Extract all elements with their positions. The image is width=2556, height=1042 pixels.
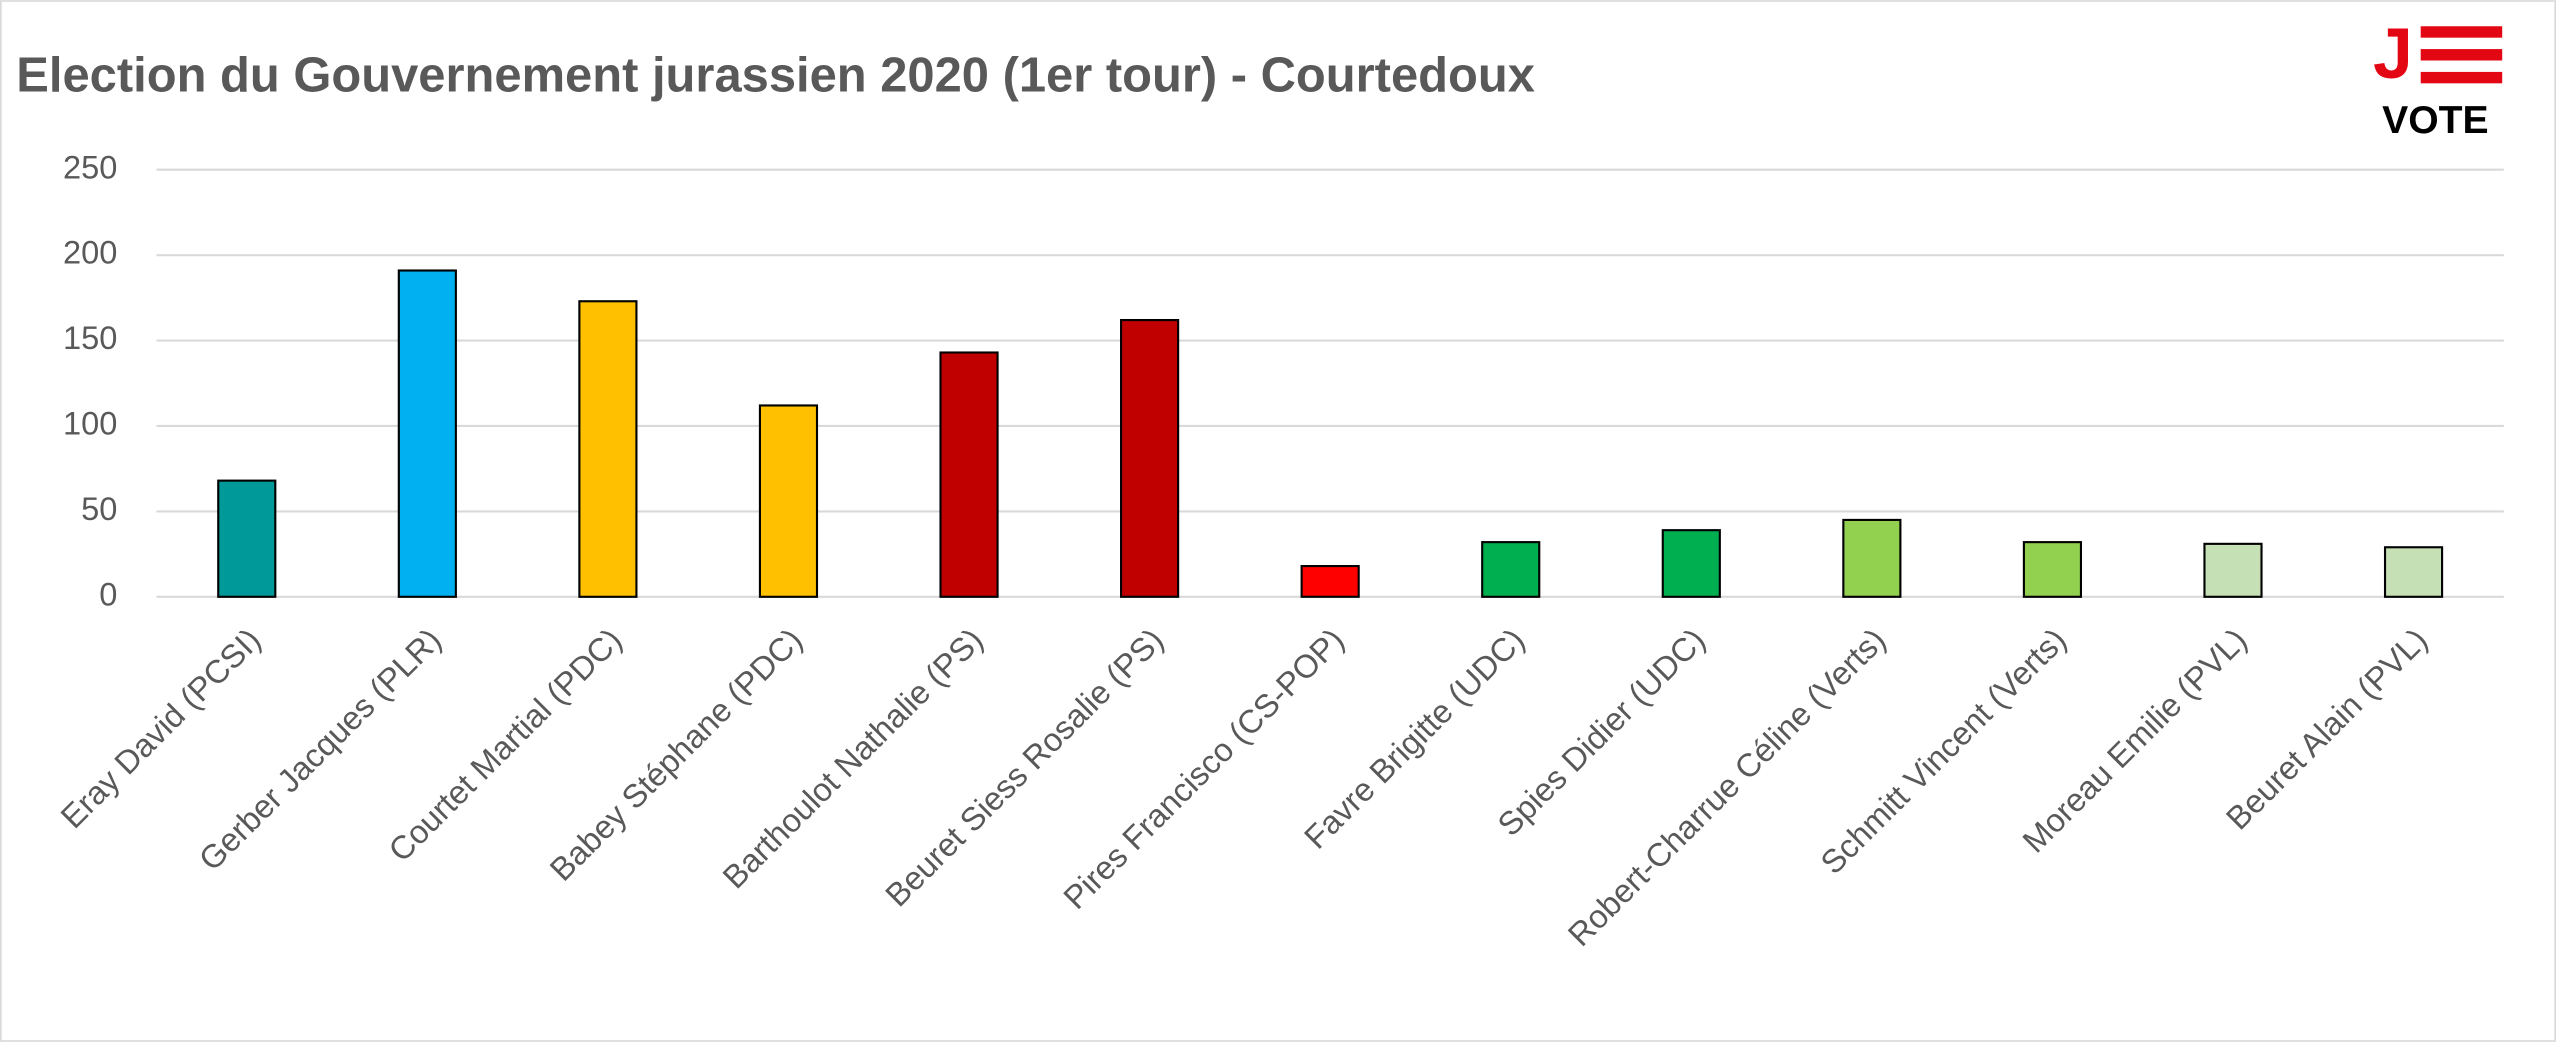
chart-title: Election du Gouvernement jurassien 2020 … xyxy=(16,48,1535,102)
y-tick-label: 0 xyxy=(99,575,117,612)
y-tick-label: 100 xyxy=(63,405,117,442)
logo: J VOTE xyxy=(2373,14,2503,142)
bar xyxy=(1481,541,1541,598)
bar xyxy=(217,479,277,598)
bar xyxy=(2022,541,2083,598)
logo-stripe xyxy=(2420,71,2503,84)
logo-text: VOTE xyxy=(2382,99,2488,142)
y-tick-label: 200 xyxy=(63,234,117,271)
bar xyxy=(939,351,999,598)
bar xyxy=(578,300,638,598)
bar xyxy=(1120,318,1180,598)
y-tick-label: 50 xyxy=(81,490,117,527)
y-tick-label: 250 xyxy=(63,148,117,185)
bar xyxy=(758,404,819,598)
logo-stripe xyxy=(2420,49,2503,61)
y-tick-label: 150 xyxy=(63,319,117,356)
logo-mark: J xyxy=(2373,14,2413,94)
bar xyxy=(1661,529,1721,598)
bar xyxy=(1300,564,1360,598)
bar xyxy=(2203,542,2263,598)
bar xyxy=(2383,546,2444,598)
logo-stripe xyxy=(2420,26,2503,38)
bar xyxy=(1842,518,1902,598)
bar xyxy=(397,269,457,598)
